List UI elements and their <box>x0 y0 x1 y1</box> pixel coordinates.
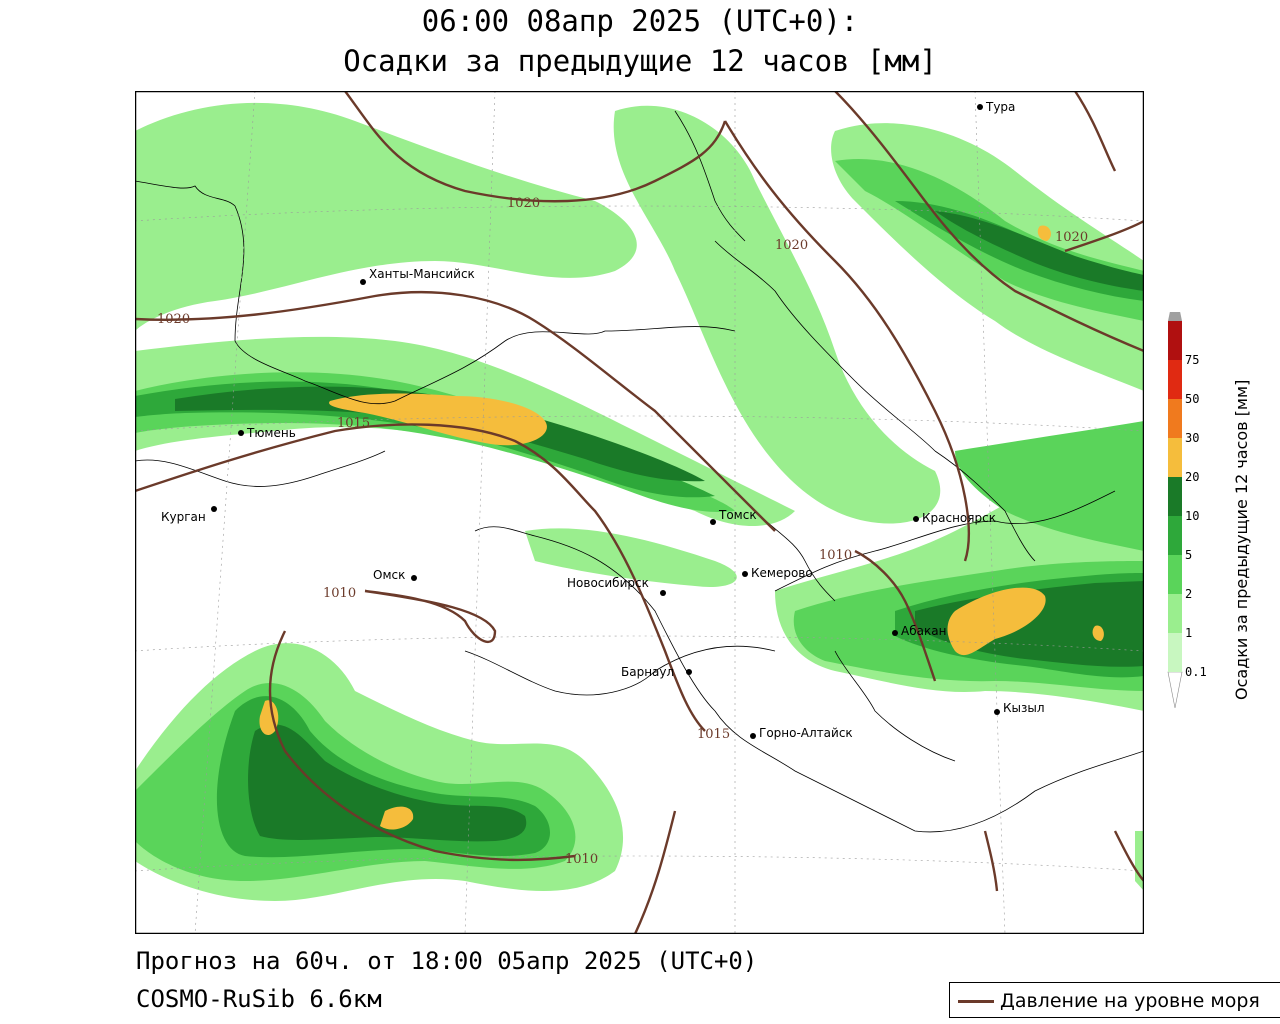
map-frame <box>135 91 1144 934</box>
colorbar-cell <box>1168 321 1182 360</box>
city-kurgan: Курган <box>161 506 217 524</box>
colorbar-cell-below <box>1167 671 1183 709</box>
colorbar-title: Осадки за предыдущие 12 часов [мм] <box>1232 330 1262 710</box>
city-label: Новосибирск <box>567 576 649 590</box>
city-label: Ханты-Мансийск <box>369 267 475 281</box>
colorbar-tick-label: 20 <box>1185 470 1199 484</box>
colorbar-cell <box>1168 438 1182 477</box>
forecast-info: Прогноз на 60ч. от 18:00 05апр 2025 (UTC… <box>136 947 758 975</box>
city-omsk: Омск <box>373 568 417 582</box>
colorbar-tick-label: 0.1 <box>1185 665 1207 679</box>
precipitation-map: 1020 1020 1020 1015 1010 1010 1020 1015 … <box>135 91 1144 934</box>
colorbar-tick-label: 75 <box>1185 353 1199 367</box>
isobar-label: 1020 <box>507 196 540 211</box>
isobar-label: 1020 <box>775 238 808 253</box>
colorbar-tick-label: 50 <box>1185 392 1199 406</box>
precip-colorbar: 0.1 1 2 5 10 20 30 50 75 <box>1167 312 1207 709</box>
isobar-label: 1015 <box>337 416 370 431</box>
map-title-time: 06:00 08апр 2025 (UTC+0): <box>421 4 859 38</box>
colorbar-cell <box>1168 516 1182 555</box>
city-abakan: Абакан <box>892 624 946 638</box>
colorbar-cell <box>1168 360 1182 399</box>
colorbar-tick-label: 2 <box>1185 587 1192 601</box>
city-label: Тюмень <box>246 426 296 440</box>
city-tyumen: Тюмень <box>238 426 296 440</box>
city-kyzyl: Кызыл <box>994 701 1045 715</box>
city-krasnoyarsk: Красноярск <box>913 511 996 525</box>
colorbar-tick-label: 5 <box>1185 548 1192 562</box>
city-label: Кемерово <box>751 566 813 580</box>
lat-lon-grid <box>135 91 1144 934</box>
pressure-legend-label: Давление на уровне моря <box>1000 990 1260 1012</box>
colorbar-cell <box>1168 633 1182 672</box>
isobar-labels: 1020 1020 1020 1015 1010 1010 1020 1015 … <box>157 196 1088 867</box>
city-label: Томск <box>718 508 757 522</box>
isobar-label: 1020 <box>157 312 190 327</box>
colorbar-cell <box>1168 594 1182 633</box>
pressure-legend: Давление на уровне моря <box>949 982 1280 1018</box>
colorbar-tick-label: 1 <box>1185 626 1192 640</box>
city-label: Омск <box>373 568 405 582</box>
city-tura: Тура <box>977 100 1015 114</box>
city-barnaul: Барнаул <box>621 665 692 679</box>
city-label: Кызыл <box>1003 701 1045 715</box>
region-borders <box>135 110 1144 833</box>
city-novosibirsk: Новосибирск <box>567 576 666 596</box>
city-tomsk: Томск <box>710 508 757 525</box>
colorbar-cell <box>1168 555 1182 594</box>
colorbar-tick-label: 10 <box>1185 509 1199 523</box>
city-label: Тура <box>985 100 1015 114</box>
colorbar-title-text: Осадки за предыдущие 12 часов [мм] <box>1232 379 1251 700</box>
isobar-line-sample <box>958 1000 994 1003</box>
city-gorno-altaysk: Горно-Алтайск <box>750 726 853 740</box>
isobar-label: 1015 <box>697 727 730 742</box>
colorbar-tick-label: 30 <box>1185 431 1199 445</box>
city-label: Абакан <box>901 624 946 638</box>
colorbar-cell-above <box>1168 312 1182 321</box>
isobars <box>135 91 1144 934</box>
city-khanty-mansiysk: Ханты-Мансийск <box>360 267 475 285</box>
city-label: Барнаул <box>621 665 674 679</box>
isobar-label: 1010 <box>323 586 356 601</box>
isobar-label: 1010 <box>819 548 852 563</box>
city-label: Курган <box>161 510 206 524</box>
isobar-label: 1010 <box>565 852 598 867</box>
model-name: COSMO-RuSib 6.6км <box>136 985 382 1013</box>
city-kemerovo: Кемерово <box>742 566 813 580</box>
city-label: Горно-Алтайск <box>759 726 853 740</box>
city-label: Красноярск <box>922 511 996 525</box>
colorbar-cell <box>1168 477 1182 516</box>
cities: Тура Ханты-Мансийск Тюмень Курган Омск Т… <box>161 100 1045 740</box>
colorbar-cell <box>1168 399 1182 438</box>
map-title-variable: Осадки за предыдущие 12 часов [мм] <box>343 44 937 78</box>
precip-intense <box>259 225 1104 830</box>
isobar-label: 1020 <box>1055 230 1088 245</box>
